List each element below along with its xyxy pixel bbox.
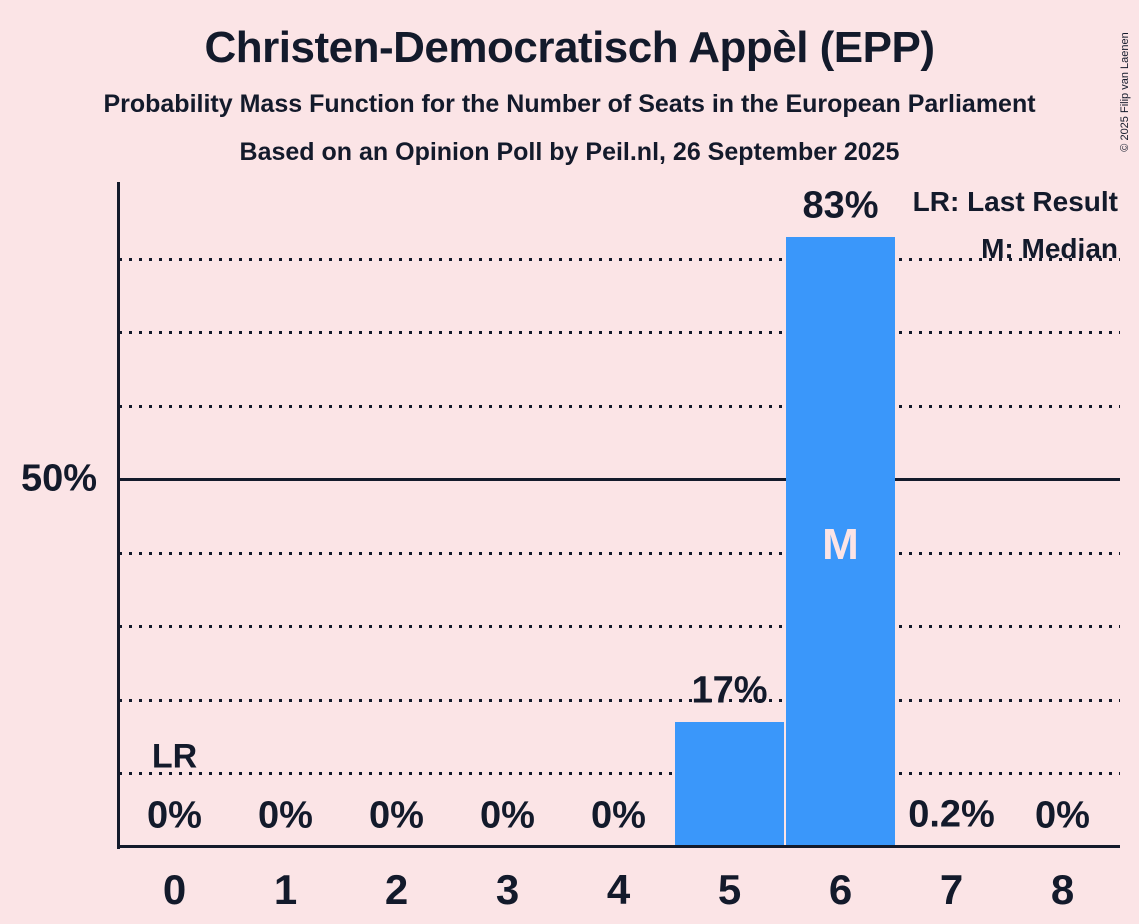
x-tick-4: 4 xyxy=(606,866,631,913)
gridline-40-dotted xyxy=(119,551,1120,555)
legend-last-result: LR: Last Result xyxy=(912,186,1118,217)
bar-seat-6 xyxy=(786,236,895,847)
x-tick-0: 0 xyxy=(162,866,187,913)
x-tick-3: 3 xyxy=(495,866,520,913)
bar-value-label-1: 0% xyxy=(258,794,313,837)
page-title: Christen-Democratisch Appèl (EPP) xyxy=(204,23,935,72)
x-tick-7: 7 xyxy=(939,866,964,913)
gridline-80-dotted xyxy=(119,257,1120,261)
legend-median: M: Median xyxy=(981,233,1118,264)
gridline-60-dotted xyxy=(119,404,1120,408)
x-tick-1: 1 xyxy=(273,866,298,913)
copyright-notice: © 2025 Filip van Laenen xyxy=(1119,32,1131,152)
x-tick-2: 2 xyxy=(384,866,409,913)
gridline-20-dotted xyxy=(119,698,1120,702)
bar-value-label-2: 0% xyxy=(369,794,424,837)
bar-value-label-8: 0% xyxy=(1035,794,1090,837)
gridline-50-solid xyxy=(119,478,1120,481)
gridline-30-dotted xyxy=(119,625,1120,628)
last-result-marker: LR xyxy=(151,737,198,776)
x-tick-6: 6 xyxy=(828,866,853,913)
chart-subtitle: Probability Mass Function for the Number… xyxy=(103,90,1036,118)
y-axis-tick-label-50: 50% xyxy=(20,457,97,500)
median-marker: M xyxy=(822,520,859,569)
bar-value-label-0: 0% xyxy=(147,794,202,837)
bar-value-label-5: 17% xyxy=(691,669,768,712)
bar-value-label-6: 83% xyxy=(802,184,879,227)
chart-source-line: Based on an Opinion Poll by Peil.nl, 26 … xyxy=(239,138,900,166)
bar-seat-5 xyxy=(675,722,784,847)
bar-value-label-7: 0.2% xyxy=(908,793,995,836)
x-tick-5: 5 xyxy=(717,866,742,913)
x-tick-8: 8 xyxy=(1050,866,1075,913)
gridline-10-dotted xyxy=(119,772,1120,775)
x-axis-line xyxy=(117,845,1120,848)
bar-value-label-4: 0% xyxy=(591,794,646,837)
y-axis-line xyxy=(117,182,120,849)
gridline-70-dotted xyxy=(119,331,1120,334)
bar-value-label-3: 0% xyxy=(480,794,535,837)
